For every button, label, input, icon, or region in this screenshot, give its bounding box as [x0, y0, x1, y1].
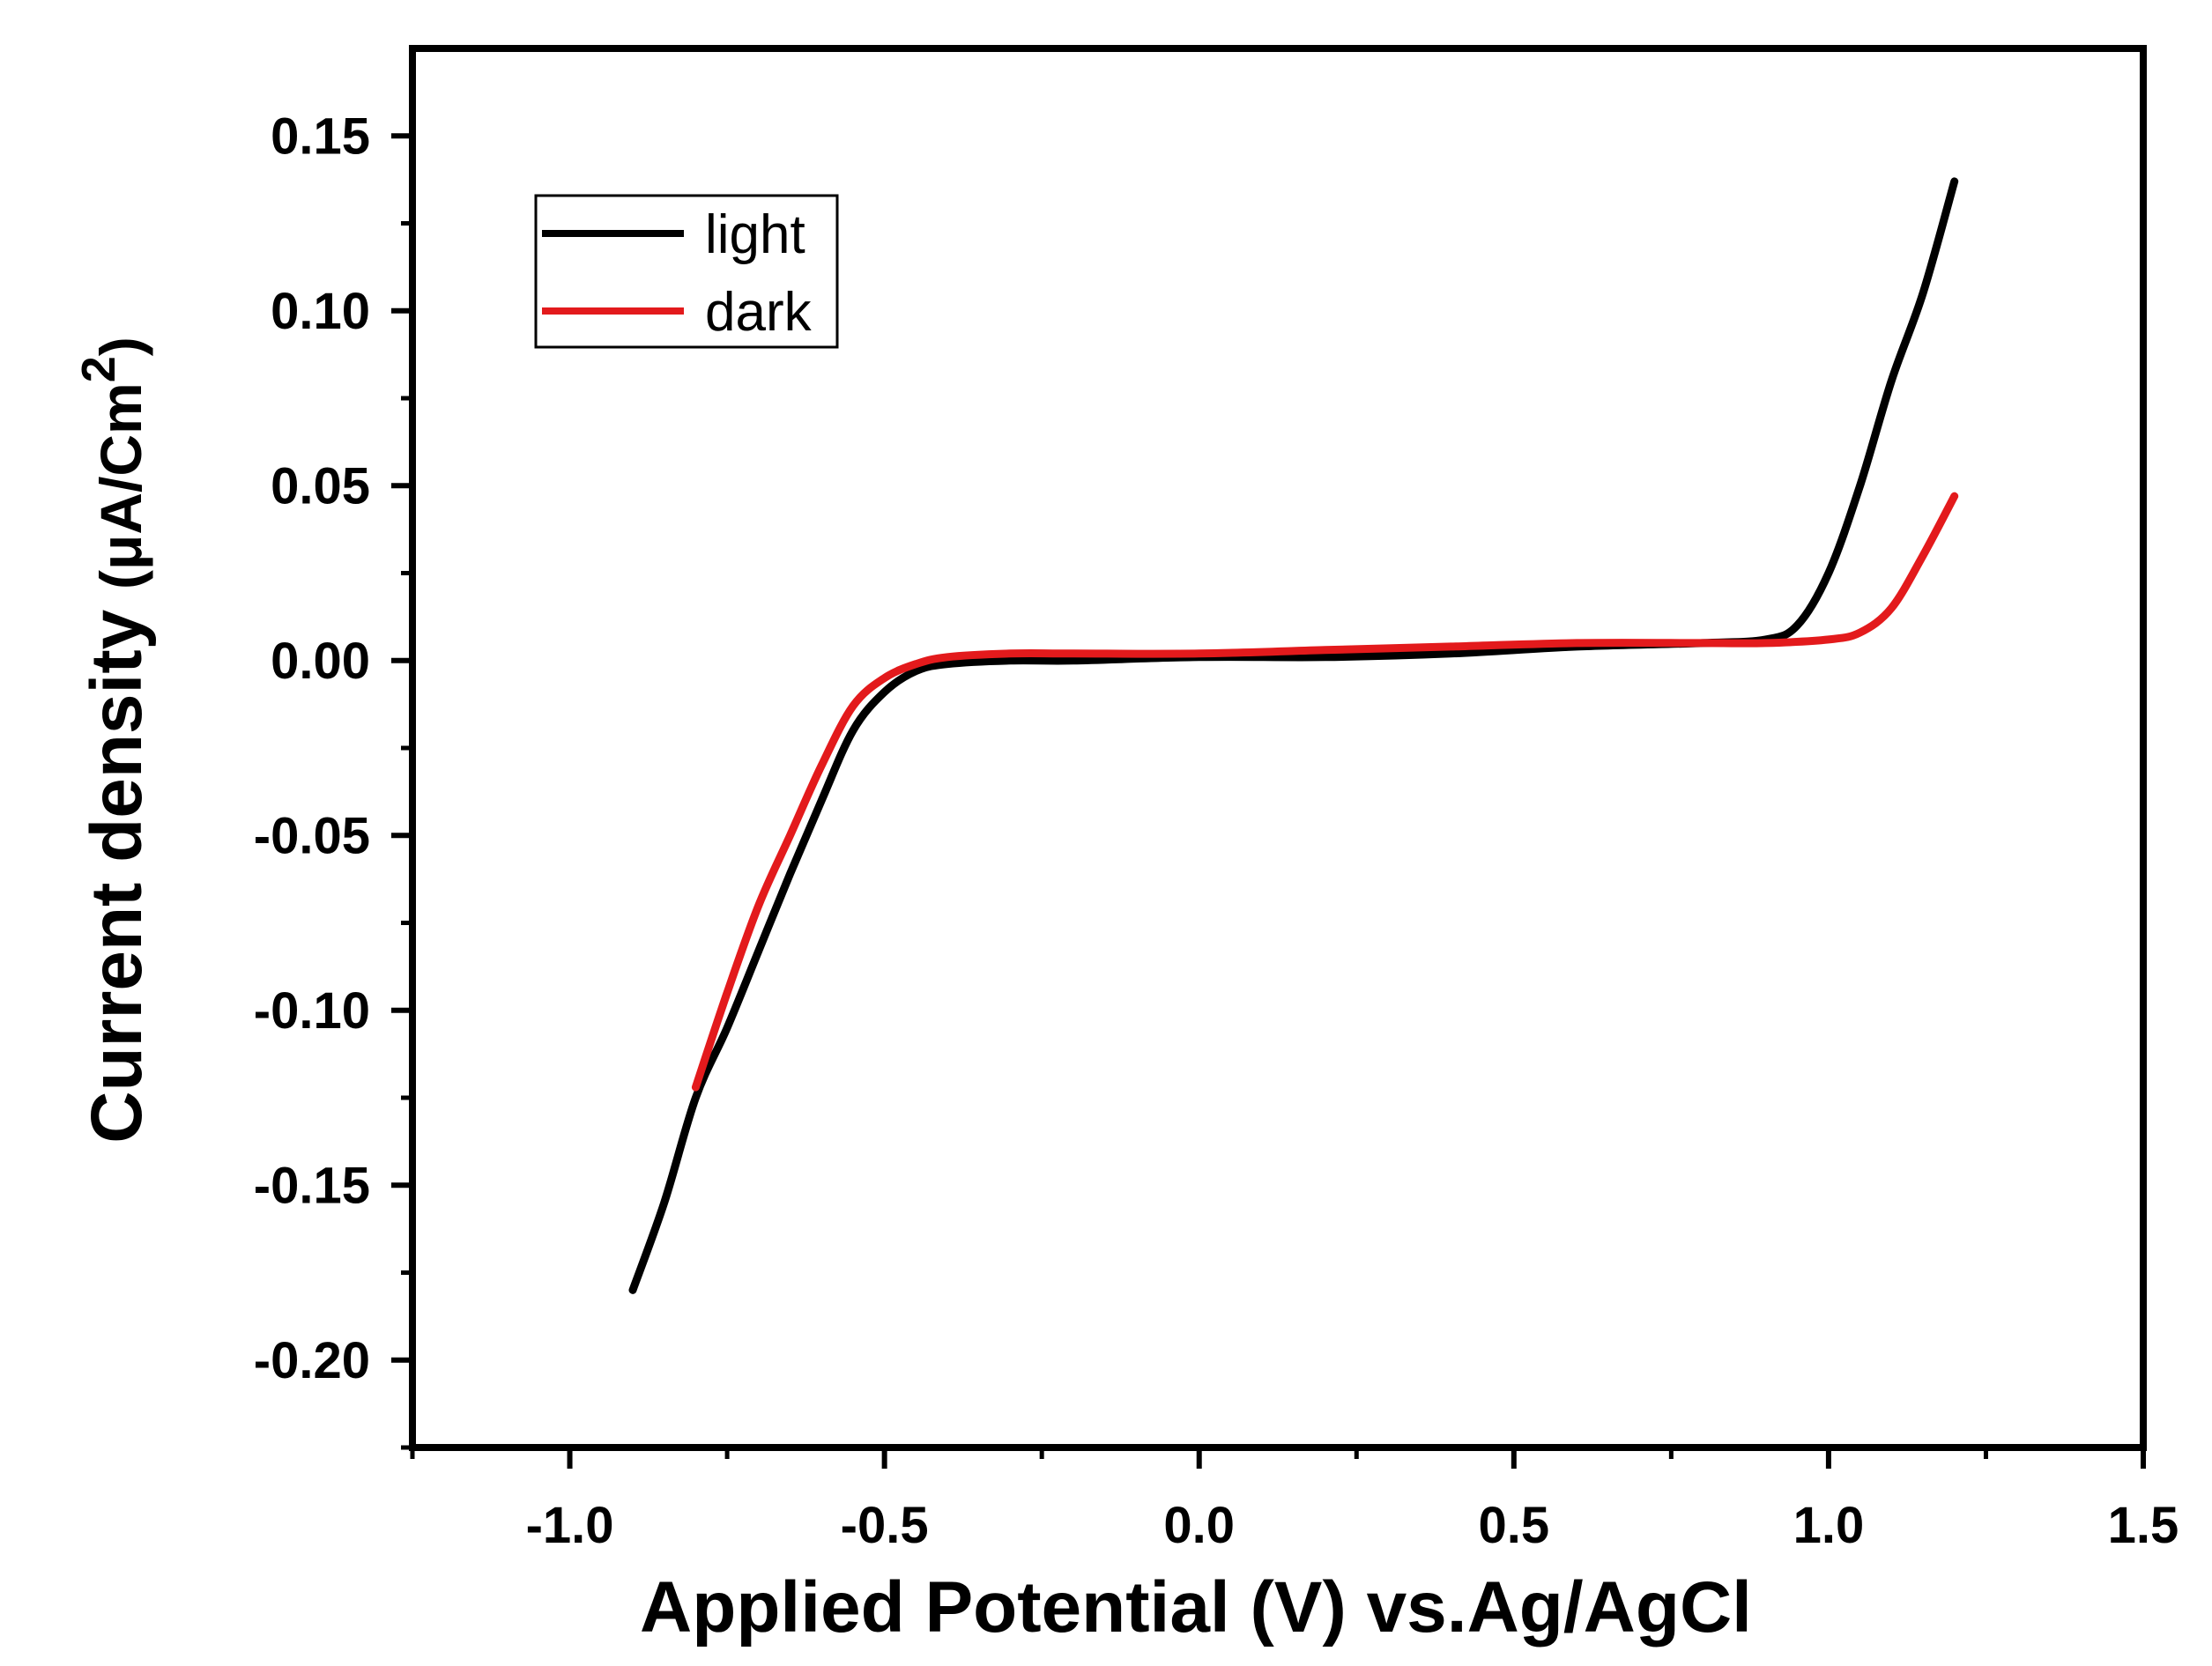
y-tick-label: -0.10 [254, 982, 370, 1040]
x-tick-label: -1.0 [526, 1497, 614, 1554]
legend-box [534, 194, 839, 349]
y-tick-label: 0.05 [271, 457, 370, 515]
y-tick-label: -0.20 [254, 1332, 370, 1389]
y-axis-ticks [391, 133, 412, 1450]
y-tick-label: 0.15 [271, 107, 370, 165]
y-tick-label: -0.15 [254, 1157, 370, 1214]
y-axis-title-units: (μA/Cm [88, 382, 153, 589]
legend: light dark [534, 194, 839, 349]
x-tick-label: 1.5 [2108, 1497, 2179, 1554]
y-tick-label: 0.00 [271, 633, 370, 690]
x-axis-ticks [410, 1448, 2146, 1469]
y-tick-label: -0.05 [254, 807, 370, 864]
x-tick-label: 1.0 [1793, 1497, 1865, 1554]
series-dark-line [691, 492, 1959, 1092]
x-axis-tick-labels: -1.0 -0.5 0.0 0.5 1.0 1.5 [526, 1497, 2179, 1554]
x-tick-label: 0.5 [1478, 1497, 1549, 1554]
x-tick-label: -0.5 [841, 1497, 929, 1554]
series-light-line [628, 177, 1959, 1294]
y-axis-title-superscript: 2 [72, 356, 125, 382]
y-axis-title: Current density (μA/Cm2) [72, 337, 157, 1144]
series-layer [628, 177, 1959, 1294]
x-tick-label: 0.0 [1163, 1497, 1235, 1554]
x-axis-title: Applied Potential (V) vs.Ag/AgCl [640, 1567, 1752, 1647]
y-axis-title-units-close: ) [88, 337, 153, 356]
legend-dark-label: dark [705, 282, 813, 343]
y-axis-title-main: Current density [77, 589, 157, 1144]
y-axis-tick-labels: 0.15 0.10 0.05 0.00 -0.05 -0.10 -0.15 -0.20 [254, 107, 370, 1389]
legend-light-label: light [705, 204, 805, 265]
y-tick-label: 0.10 [271, 283, 370, 340]
